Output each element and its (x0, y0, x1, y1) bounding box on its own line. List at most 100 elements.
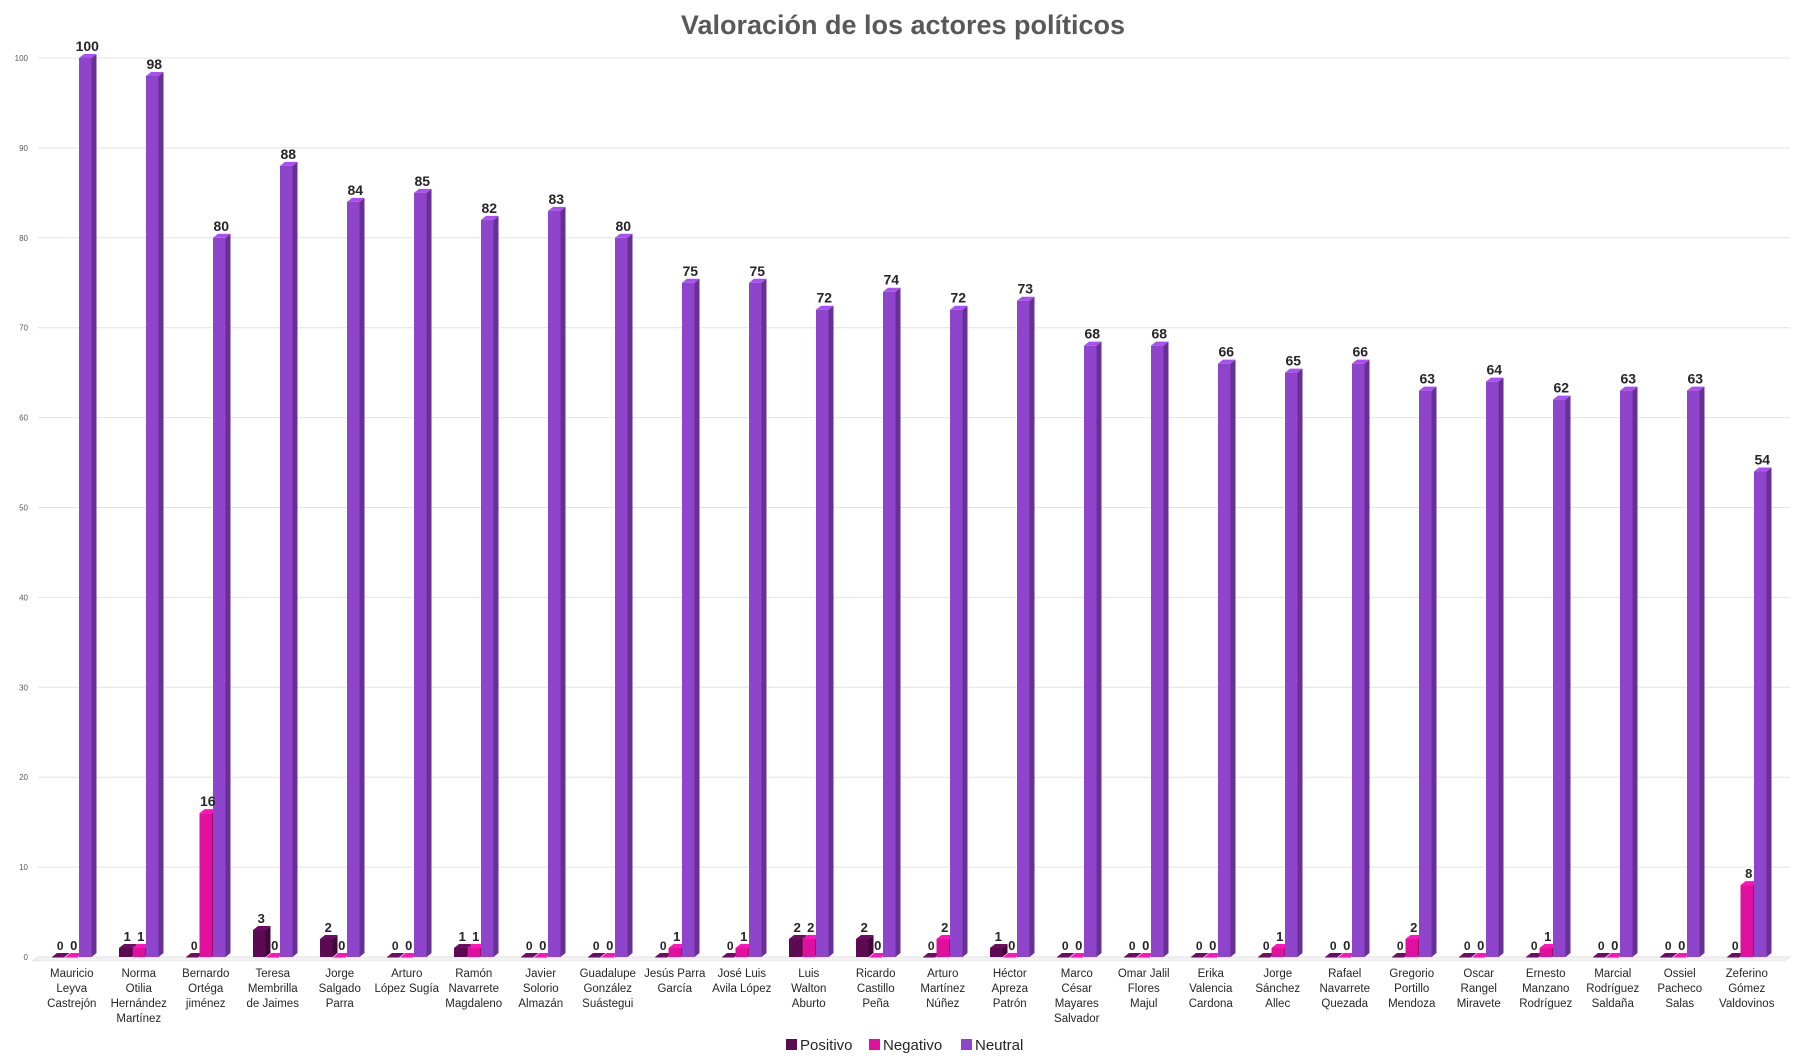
data-label: 0 (606, 938, 613, 953)
bar-positivo (1124, 953, 1142, 958)
data-label: 0 (1732, 939, 1739, 953)
data-label: 0 (1330, 939, 1337, 953)
legend-label: Positivo (800, 1037, 853, 1054)
x-tick-label: Ossiel Pacheco Salas (1657, 968, 1702, 1010)
x-tick-label: Omar Jalil Flores Majul (1118, 968, 1170, 1010)
x-tick-label: Ramón Navarrete Magdaleno (445, 968, 502, 1010)
bar-positivo (52, 953, 70, 958)
data-label: 0 (1075, 938, 1082, 953)
bar-neutral (481, 215, 499, 957)
bar-neutral (1084, 341, 1102, 957)
data-label: 68 (1084, 326, 1100, 342)
data-label: 65 (1285, 353, 1301, 369)
bar-neutral (1687, 386, 1705, 957)
bar-negativo (333, 953, 351, 958)
bar-positivo (923, 953, 941, 958)
data-label: 0 (1477, 938, 1484, 953)
legend: Positivo Negativo Neutral (786, 1037, 1023, 1054)
data-label: 63 (1620, 371, 1636, 387)
bar-neutral (1151, 341, 1169, 957)
x-tick-label: Jorge Salgado Parra (319, 968, 361, 1010)
data-label: 63 (1687, 371, 1703, 387)
x-tick-label: Luis Walton Aburto (791, 968, 826, 1010)
data-label: 0 (727, 939, 734, 953)
x-tick-label: José Luis Avila López (712, 968, 771, 995)
data-label: 0 (1397, 939, 1404, 953)
data-label: 0 (405, 938, 412, 953)
bar-positivo (320, 935, 338, 957)
chart-title: Valoración de los actores políticos (681, 10, 1125, 40)
y-tick-label: 50 (19, 504, 28, 513)
bar-positivo (1593, 953, 1611, 958)
data-label: 0 (1611, 938, 1618, 953)
data-label: 0 (1196, 939, 1203, 953)
y-tick-label: 30 (19, 683, 28, 692)
bar-neutral (1218, 359, 1236, 957)
bar-positivo (1057, 953, 1075, 958)
y-tick-label: 60 (19, 414, 28, 423)
data-label: 85 (414, 173, 430, 189)
data-label: 80 (615, 218, 631, 234)
data-label: 0 (392, 939, 399, 953)
bar-positivo (722, 953, 740, 958)
bar-neutral (347, 197, 365, 958)
data-label: 66 (1352, 344, 1368, 360)
data-label: 80 (213, 218, 229, 234)
data-label: 0 (593, 939, 600, 953)
x-tick-label: Arturo López Sugía (374, 968, 439, 995)
data-label: 0 (271, 938, 278, 953)
data-label: 62 (1553, 380, 1569, 396)
x-tick-label: Mauricio Leyva Castrejón (47, 968, 96, 1010)
data-label: 0 (1062, 939, 1069, 953)
x-axis: Mauricio Leyva Castrejón Norma Otilia Hernánd… (47, 968, 1775, 1025)
legend-item-positivo: Positivo (786, 1037, 853, 1054)
bar-neutral (146, 71, 164, 958)
data-label: 72 (816, 290, 832, 306)
data-label: 83 (548, 191, 564, 207)
legend-swatch (869, 1039, 880, 1050)
bar-neutral (280, 161, 298, 957)
x-tick-label: Jorge Sánchez Allec (1255, 968, 1300, 1010)
data-label: 68 (1151, 326, 1167, 342)
data-label: 66 (1218, 344, 1234, 360)
data-label: 54 (1754, 452, 1770, 468)
data-label: 0 (191, 939, 198, 953)
data-label: 3 (258, 911, 265, 926)
bar-positivo (186, 953, 204, 958)
bar-positivo (1660, 953, 1678, 958)
bar-negativo (1070, 953, 1088, 958)
data-label: 2 (325, 920, 332, 935)
x-tick-label: Rafael Navarrete Quezada (1320, 968, 1371, 1010)
x-tick-label: Zeferino Gómez Valdovinos (1719, 968, 1775, 1010)
data-label: 1 (137, 929, 144, 944)
bar-neutral (816, 305, 834, 958)
chart-floor (31, 956, 1791, 962)
bar-negativo (65, 953, 83, 958)
data-label: 1 (459, 929, 466, 944)
bar-negativo (1472, 953, 1490, 958)
x-tick-label: Gregorio Portillo Mendoza (1388, 968, 1436, 1010)
bar-positivo (588, 953, 606, 958)
bar-negativo (1338, 953, 1356, 958)
bar-positivo (1526, 953, 1544, 958)
data-label: 88 (280, 146, 296, 162)
bar-negativo (1003, 953, 1021, 958)
y-tick-label: 90 (19, 144, 28, 153)
data-label: 0 (1598, 939, 1605, 953)
bar-neutral (883, 287, 901, 957)
bar-positivo (856, 935, 874, 957)
data-label: 75 (749, 263, 765, 279)
x-tick-label: Ricardo Castillo Peña (856, 968, 896, 1010)
bar-neutral (1419, 386, 1437, 957)
data-label: 64 (1486, 362, 1502, 378)
bars (52, 54, 1772, 958)
y-tick-label: 40 (19, 593, 28, 602)
data-label: 2 (861, 920, 868, 935)
y-tick-label: 10 (19, 863, 28, 872)
bar-neutral (950, 305, 968, 958)
bar-neutral (1620, 386, 1638, 957)
